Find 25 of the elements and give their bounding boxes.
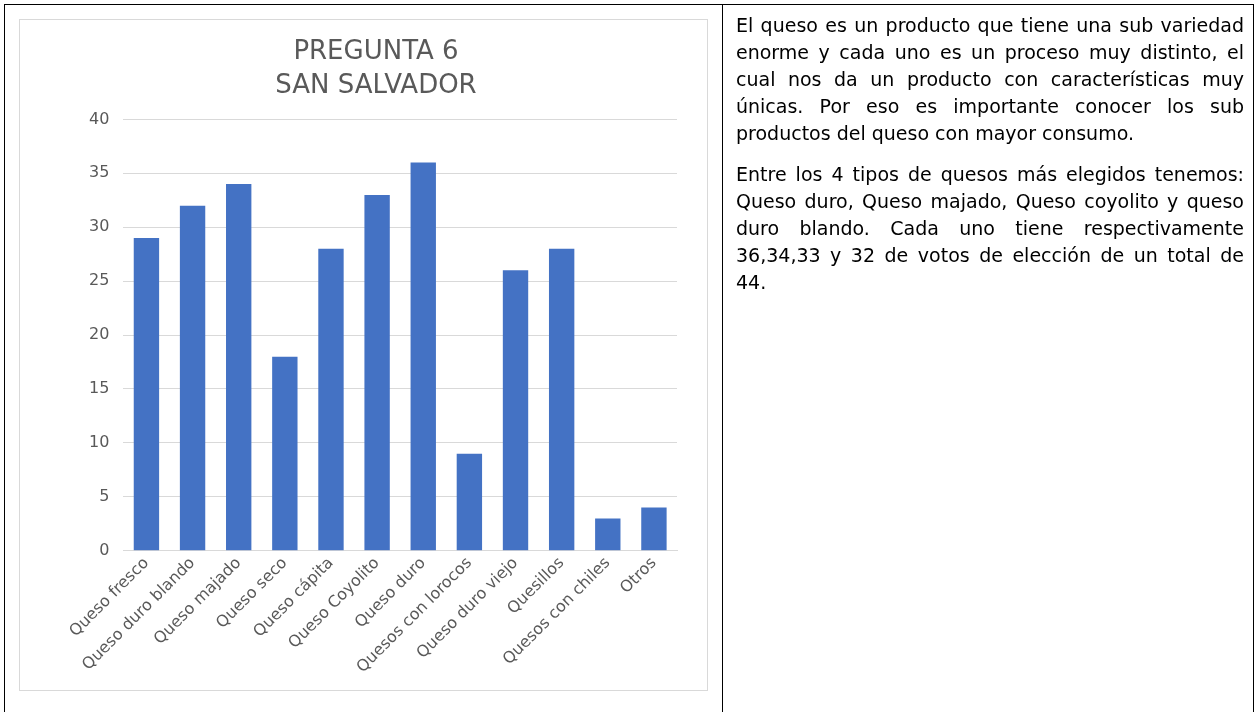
bar — [318, 248, 344, 551]
bar — [641, 507, 667, 551]
bar — [410, 162, 436, 551]
text: Entre los 4 tipos de quesos más elegidos tenemos: Queso duro, Queso majado, Queso coyolito y queso duro blando. Cada uno tiene respectivamente 36,34,33 y 32 de votos de elección de un total de 44. — [736, 162, 1244, 295]
bar — [456, 453, 483, 551]
y-tick-label: 15 — [89, 378, 110, 398]
y-tick-label: 10 — [89, 432, 110, 452]
bar — [364, 194, 390, 551]
y-tick-label: 0 — [99, 539, 110, 559]
bar — [133, 238, 160, 551]
bar — [226, 184, 252, 551]
chart-subtitle: SAN SALVADOR — [275, 68, 477, 99]
bar — [548, 248, 575, 551]
text: El queso es un producto que tiene una sub variedad enorme y cada uno es un proceso muy distinto, el cual nos da un producto con características muy únicas. Por eso es importante conocer los sub productos del queso con mayor consumo. — [736, 13, 1244, 146]
y-tick-label: 20 — [89, 324, 110, 344]
y-tick-label: 25 — [89, 270, 110, 290]
bar — [272, 356, 298, 551]
y-tick-label: 35 — [89, 162, 110, 182]
y-tick-label: 40 — [89, 108, 110, 128]
bar — [595, 518, 621, 551]
chart-title: PREGUNTA 6 — [293, 35, 459, 66]
bar — [179, 205, 206, 551]
y-tick-label: 30 — [89, 216, 110, 236]
y-tick-label: 5 — [99, 485, 110, 505]
bar — [502, 270, 529, 551]
